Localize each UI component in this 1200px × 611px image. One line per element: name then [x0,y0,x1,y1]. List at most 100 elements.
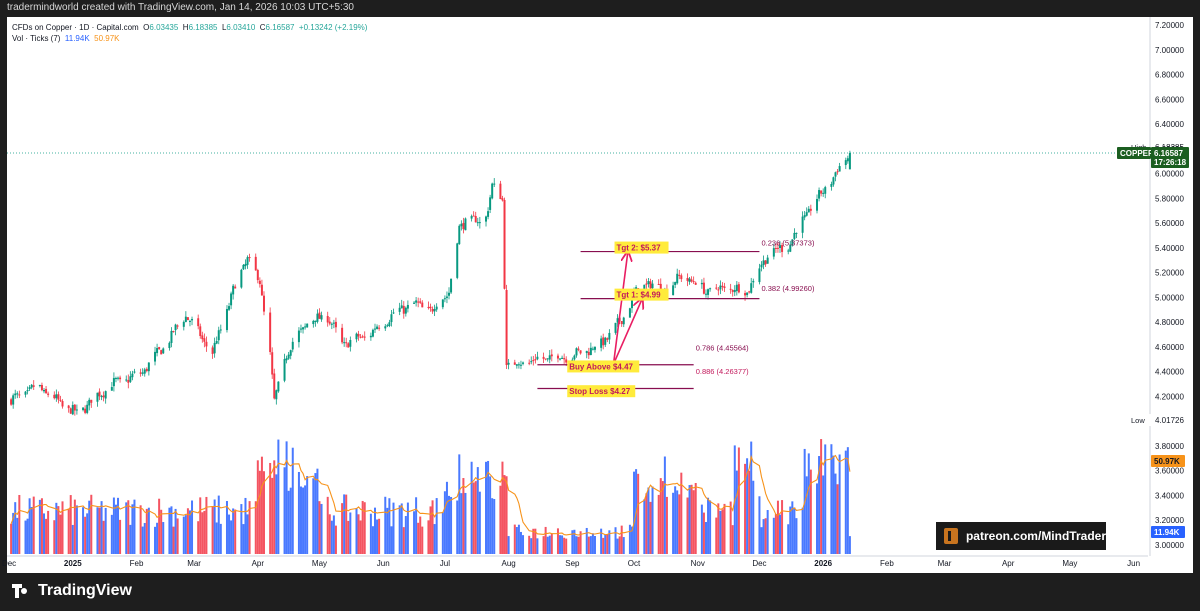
volume-bar [26,518,29,554]
volume-bar [665,496,668,554]
volume-bar [234,509,237,554]
volume-bar [112,497,115,554]
volume-bar [114,504,117,554]
candle-body [45,388,48,394]
candle-body [548,355,551,360]
candle-body [240,269,243,288]
candle-body [760,264,763,268]
volume-bar [735,470,738,554]
y-tick-label: 6.00000 [1155,170,1184,179]
volume-bar [719,510,722,554]
candle-body [24,391,27,395]
candle-body [676,273,679,284]
volume-bar [125,502,128,554]
candle-body [462,222,465,230]
y-tick-label: 7.20000 [1155,21,1184,30]
volume-bar [201,512,204,554]
candle-body [476,222,479,224]
volume-bar [415,497,418,554]
candle-body [110,387,113,391]
volume-bar [73,499,76,554]
candle-body [402,305,405,314]
volume-bar [316,468,319,554]
volume-bar [427,520,430,554]
volume-bar [328,514,331,554]
volume-bar [688,485,691,554]
volume-bar [160,509,163,554]
y-tick-label: 3.40000 [1155,491,1184,500]
stop-label-bg [567,385,636,398]
volume-bar [355,508,358,554]
candle-body [470,216,473,219]
candle-body [429,306,432,309]
candle-body [616,318,619,323]
candle-body [318,312,321,319]
candle-body [228,306,231,310]
volume-bar [133,499,136,554]
volume-bar [145,508,148,554]
candle-body [556,355,559,359]
volume-bar [197,521,200,554]
candle-body [709,288,712,290]
candle-body [744,293,747,296]
volume-bar [657,494,660,554]
volume-bar [602,537,605,554]
candle-body [47,393,50,395]
countdown-badge: 17:26:18 [1154,158,1187,167]
countdown-badge-bg [1151,156,1189,169]
volume-bar [832,455,835,554]
volume-bar [228,514,231,554]
x-tick-label: Jun [377,559,390,568]
candle-body [750,283,753,293]
volume-bar [100,501,103,554]
volume-bar [435,498,438,554]
volume-bar [211,506,214,554]
patreon-text: patreon.com/MindTrader [965,529,1106,543]
volume-bar [262,471,265,554]
volume-bar [760,527,763,554]
candle-body [620,321,623,325]
volume-bar [618,536,621,554]
brand-name: TradingView [38,582,132,599]
volume-bar [585,527,588,554]
volume-bar [419,516,422,554]
volume-bar [12,512,15,554]
candle-body [117,377,120,379]
candle-body [565,359,568,363]
volume-bar [69,495,72,554]
candle-body [176,325,179,327]
volume-bar [386,507,389,554]
candle-body [119,377,122,380]
candle-body [260,284,263,296]
volume-bar [277,439,280,554]
x-tick-label: Oct [628,559,641,568]
candle-body [731,290,734,292]
volume-bar [752,480,755,554]
candle-body [18,394,21,396]
candle-body [90,399,93,403]
volume-bar [593,536,596,554]
y-tick-label: 5.40000 [1155,244,1184,253]
volume-bar [10,523,13,554]
candle-body [10,399,13,405]
y-tick-label: 3.80000 [1155,442,1184,451]
symbol-title: CFDs on Copper · 1D · Capital.com [12,23,139,32]
candle-body [345,342,348,344]
volume-bar [663,456,666,554]
candle-body [277,381,280,392]
candle-body [88,399,91,406]
volume-bar [649,501,652,554]
tradingview-brand[interactable]: TradingView [12,582,132,600]
candle-body [390,314,393,323]
volume-bar [781,500,784,554]
chart-panel[interactable] [7,17,1193,573]
volume-bar [88,500,91,554]
candle-body [824,187,827,194]
volume-bar [400,503,403,554]
trade-annotations: Tgt 2: $5.37 Tgt 1: $4.99 Buy Above $4.47 S… [567,238,815,398]
volume-bar [230,520,233,554]
candle-body [302,327,305,330]
volume-bar [672,492,675,554]
volume-bar [614,527,617,554]
